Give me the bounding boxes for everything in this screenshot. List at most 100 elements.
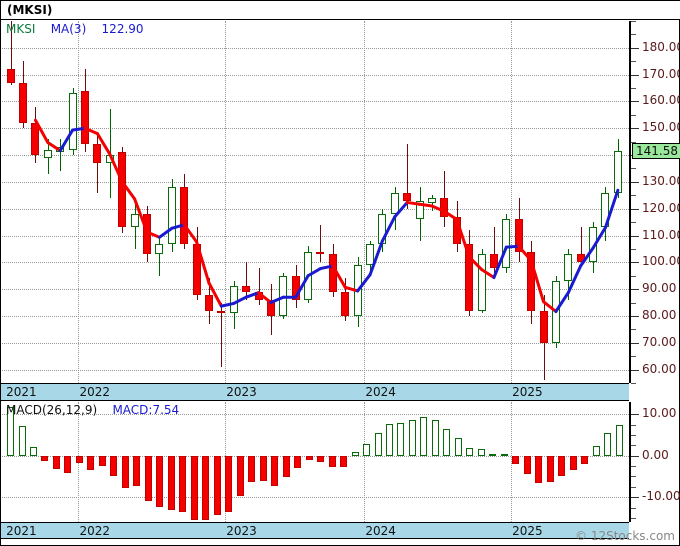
candle-body xyxy=(589,227,597,263)
macd-axis-tick-minor xyxy=(631,445,636,447)
candle-body xyxy=(143,214,151,255)
candle-body xyxy=(31,122,39,156)
macd-axis-tick-minor xyxy=(631,435,636,437)
macd-histogram-bar xyxy=(363,444,370,456)
legend-ma-value: 122.90 xyxy=(101,22,144,36)
candle-body xyxy=(7,69,15,83)
price-axis-label: 110.00 xyxy=(642,227,680,242)
candle-body xyxy=(118,152,126,228)
macd-histogram-bar xyxy=(558,455,565,476)
gridline-vertical xyxy=(225,21,227,383)
macd-axis: 10.00 0.00 -10.00 xyxy=(629,402,680,522)
macd-histogram-bar xyxy=(547,455,554,483)
axis-tick-minor xyxy=(631,168,636,170)
macd-histogram-bar xyxy=(570,455,577,470)
macd-histogram-bar xyxy=(397,422,404,456)
candle-body xyxy=(614,150,622,193)
axis-tick xyxy=(631,181,639,183)
gridline-horizontal xyxy=(2,262,629,264)
year-label: 2022 xyxy=(79,385,111,399)
candle-body xyxy=(44,149,52,158)
macd-histogram-bar xyxy=(283,455,290,478)
macd-histogram-bar xyxy=(340,455,347,468)
macd-histogram-bar xyxy=(432,420,439,456)
candle-body xyxy=(217,310,225,314)
axis-tick-minor xyxy=(631,34,636,36)
macd-histogram-bar xyxy=(214,455,221,516)
candle-body xyxy=(19,82,27,123)
macd-histogram-bar xyxy=(225,455,232,513)
gridline-horizontal xyxy=(2,101,629,103)
macd-axis-tick-minor xyxy=(631,517,636,519)
macd-axis-tick xyxy=(631,414,639,416)
macd-histogram-bar xyxy=(99,455,106,466)
gridline-horizontal xyxy=(2,342,629,344)
macd-histogram-bar xyxy=(30,446,37,456)
macd-axis-label: 10.00 xyxy=(642,406,677,421)
macd-histogram-bar xyxy=(352,451,359,456)
axis-tick-minor xyxy=(631,275,636,277)
axis-tick xyxy=(631,315,639,317)
year-label: 2021 xyxy=(6,385,37,399)
axis-tick xyxy=(631,262,639,264)
price-axis-label: 80.00 xyxy=(642,307,677,322)
price-axis-label: 90.00 xyxy=(642,281,677,296)
axis-tick xyxy=(631,101,639,103)
candle-wick xyxy=(407,144,408,209)
candle-body xyxy=(304,251,312,300)
axis-tick-minor xyxy=(631,248,636,250)
price-axis-label: 150.00 xyxy=(642,120,680,135)
macd-histogram-bar xyxy=(604,433,611,456)
gridline-vertical xyxy=(364,21,366,383)
macd-axis-tick xyxy=(631,497,639,499)
macd-histogram-bar xyxy=(501,454,508,457)
macd-histogram-bar xyxy=(524,455,531,474)
macd-histogram-bar xyxy=(455,438,462,456)
candle-body xyxy=(378,214,386,244)
gridline-horizontal xyxy=(2,128,629,130)
candle-body xyxy=(69,93,77,150)
macd-histogram-bar xyxy=(478,449,485,456)
year-label: 2024 xyxy=(365,524,396,538)
macd-gridline xyxy=(2,497,629,499)
candle-body xyxy=(478,254,486,311)
candle-wick xyxy=(581,227,582,263)
gridline-horizontal xyxy=(2,208,629,210)
axis-tick-minor xyxy=(631,61,636,63)
macd-histogram-bar xyxy=(306,455,313,460)
candle-body xyxy=(502,219,510,268)
candle-body xyxy=(205,294,213,311)
macd-histogram-bar xyxy=(64,455,71,474)
gridline-vertical xyxy=(364,402,366,522)
macd-histogram-bar xyxy=(122,455,129,489)
candle-body xyxy=(267,299,275,316)
macd-axis-label: 0.00 xyxy=(642,447,669,462)
macd-histogram-bar xyxy=(317,455,324,462)
macd-axis-tick-minor xyxy=(631,476,636,478)
candle-body xyxy=(440,197,448,217)
candle-body xyxy=(168,187,176,244)
macd-histogram-bar xyxy=(191,455,198,520)
macd-histogram-bar xyxy=(260,455,267,481)
macd-histogram-bar xyxy=(168,455,175,511)
gridline-horizontal xyxy=(2,181,629,183)
candle-wick xyxy=(494,227,495,276)
macd-histogram-bar xyxy=(87,455,94,470)
macd-histogram-bar xyxy=(581,455,588,464)
legend-macd-label: MACD(26,12,9) xyxy=(6,403,98,417)
axis-tick-minor xyxy=(631,21,636,22)
axis-tick xyxy=(631,235,639,237)
gridline-vertical xyxy=(511,402,513,522)
candle-wick xyxy=(246,262,247,300)
macd-axis-tick-minor xyxy=(631,424,636,426)
candle-body xyxy=(416,200,424,220)
candle-body xyxy=(540,310,548,343)
macd-histogram-bar xyxy=(512,455,519,465)
macd-histogram-bar xyxy=(443,429,450,456)
date-axis-price: 2021 2022 2023 2024 2025 xyxy=(1,383,629,401)
price-axis-label: 100.00 xyxy=(642,254,680,269)
macd-histogram-bar xyxy=(466,448,473,456)
price-axis: 60.00 70.00 80.00 90.00 100.00 110.00 120.00 13… xyxy=(629,21,680,384)
axis-tick-minor xyxy=(631,383,636,384)
macd-histogram-bar xyxy=(145,455,152,501)
